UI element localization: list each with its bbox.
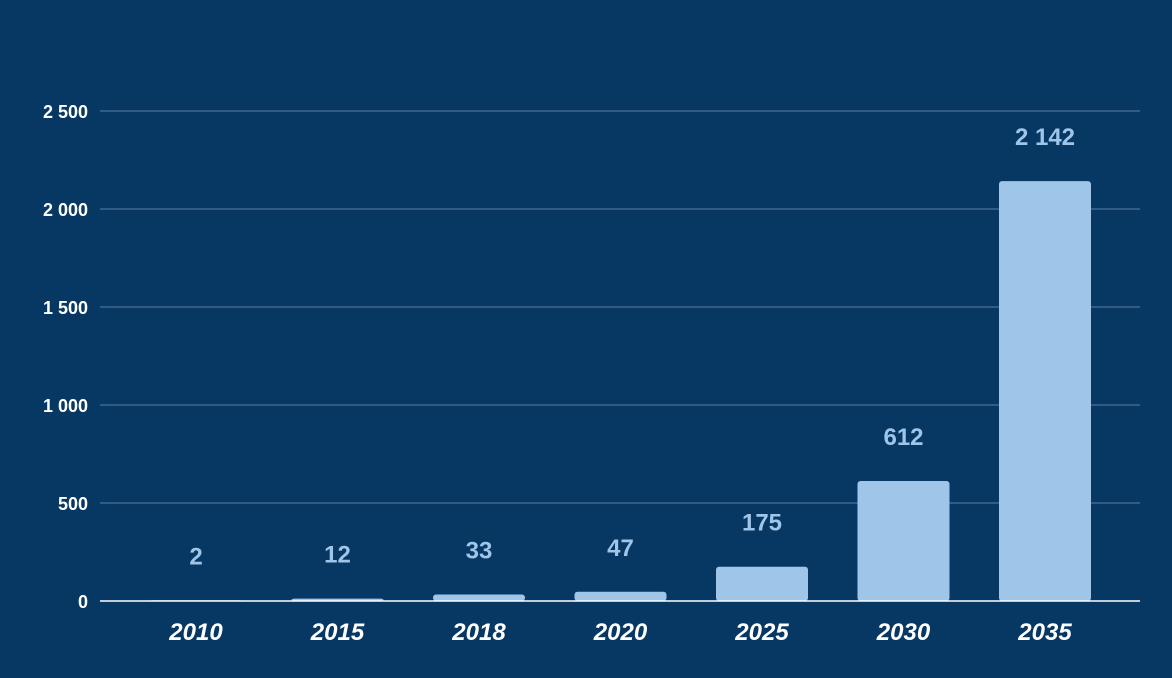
bar-2018	[433, 594, 525, 601]
y-tick-label: 2 500	[43, 102, 88, 122]
y-tick-label: 2 000	[43, 200, 88, 220]
gridlines	[100, 110, 1140, 504]
data-label-2030: 612	[883, 424, 923, 451]
y-tick-label: 1 000	[43, 396, 88, 416]
bar-2035	[999, 181, 1091, 601]
x-tick-label-2035: 2035	[1017, 619, 1072, 646]
data-label-2035: 2 142	[1015, 124, 1075, 151]
x-tick-label-2010: 2010	[168, 619, 223, 646]
y-axis-ticks: 0 500 1 000 1 500 2 000 2 500	[43, 102, 88, 612]
data-labels: 2 12 33 47 175 612 2 142	[189, 124, 1075, 570]
data-label-2010: 2	[189, 544, 202, 571]
x-tick-label-2015: 2015	[310, 619, 365, 646]
x-axis-ticks: 2010 2015 2018 2020 2025 2030 2035	[168, 619, 1072, 646]
y-tick-label: 0	[78, 592, 88, 612]
x-tick-label-2018: 2018	[451, 619, 506, 646]
x-tick-label-2020: 2020	[593, 619, 648, 646]
bar-2030	[857, 481, 950, 601]
bar-2025	[716, 566, 808, 601]
data-label-2018: 33	[466, 538, 493, 565]
x-tick-label-2025: 2025	[734, 619, 789, 646]
x-tick-label-2030: 2030	[876, 619, 931, 646]
y-tick-label: 1 500	[43, 298, 88, 318]
bar-2020	[574, 591, 667, 601]
data-label-2015: 12	[324, 542, 351, 569]
bars	[150, 181, 1091, 601]
data-label-2025: 175	[742, 510, 782, 537]
y-tick-label: 500	[58, 494, 88, 514]
data-label-2020: 47	[607, 535, 634, 562]
